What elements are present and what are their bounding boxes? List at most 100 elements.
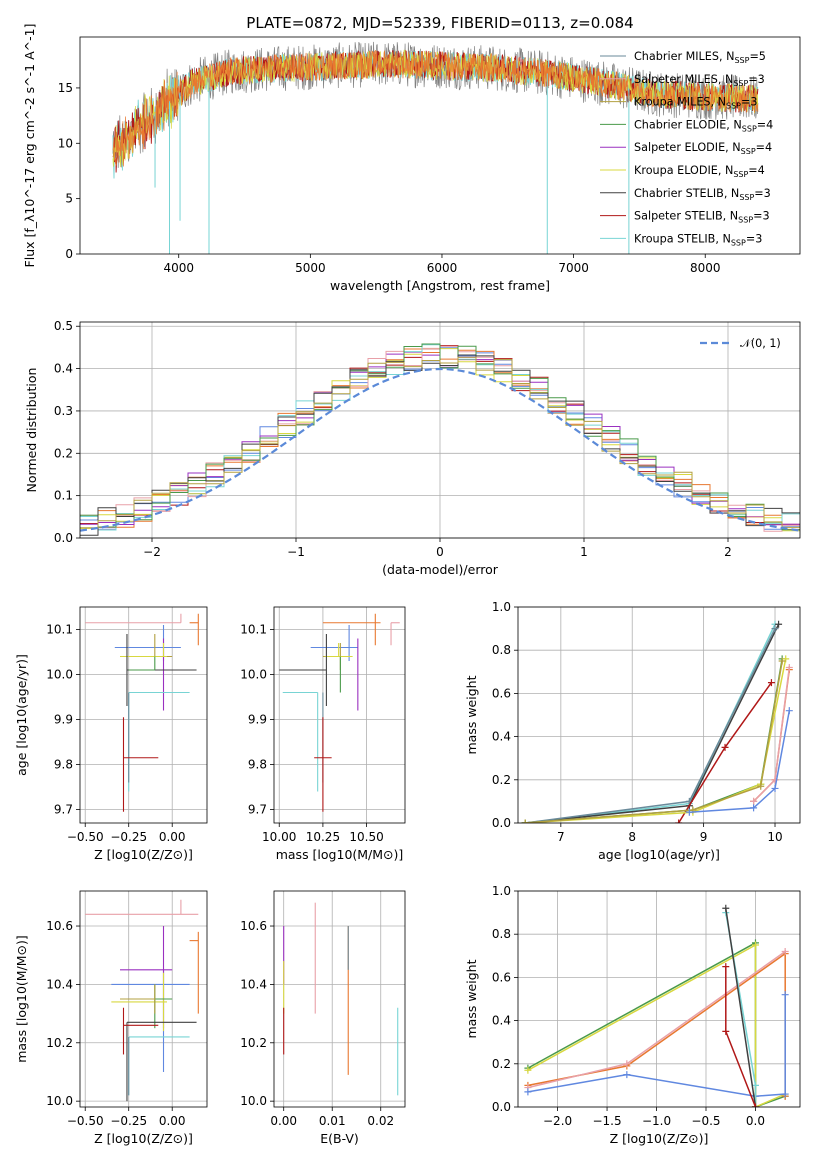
age_vs_Z-ylabel: age [log10(age/yr)]	[14, 654, 29, 776]
mass_vs_ebv-xtick-label: 0.02	[367, 1114, 394, 1128]
age_vs_mass-panel: 10.00 10.25 10.50 9.7 9.8 9.9 10.0 10.1 mass [lo…	[240, 606, 406, 862]
weight-marker	[675, 819, 683, 823]
weight_vs_Z-ytick-label: 0.0	[492, 1100, 511, 1114]
age_vs_Z-panel: −0.50 −0.25 0.00 9.7 9.8 9.9 10.0 10.1 Z [log10(…	[14, 606, 208, 862]
weight-marker	[757, 782, 765, 790]
mass_vs_Z-xtick-label: 0.00	[159, 1114, 186, 1128]
age_vs_mass-plot-area	[279, 613, 400, 812]
residuals-ytick-label: 0.5	[54, 319, 73, 333]
mass_vs_ebv-ytick-label: 10.4	[240, 977, 267, 991]
mass_vs_Z-panel: −0.50 −0.25 0.00 10.0 10.2 10.4 10.6 Z [log10(Z…	[14, 890, 208, 1146]
spectrum-series-line	[112, 49, 759, 168]
age_vs_Z-ytick-label: 9.7	[54, 803, 73, 817]
residuals-ytick-label: 0.3	[54, 404, 73, 418]
mass_vs_Z-plot-area	[85, 899, 199, 1102]
mass_vs_Z-ytick-label: 10.6	[46, 919, 73, 933]
age_vs_mass-ytick-label: 9.8	[248, 758, 267, 772]
weight-marker	[781, 1090, 789, 1098]
age_vs_Z-ytick-label: 10.0	[46, 668, 73, 682]
age_vs_mass-xtick-label: 10.00	[262, 830, 296, 844]
weight_vs_age-frame	[517, 606, 801, 824]
mass_vs_Z-xlabel: Z [log10(Z/Z⊙)]	[94, 1131, 193, 1146]
age_vs_Z-xlabel: Z [log10(Z/Z⊙)]	[94, 847, 193, 862]
age_vs_Z-xtick-label: −0.50	[67, 830, 104, 844]
weight-marker	[767, 679, 775, 687]
weight_vs_age-panel: 7 8 9 10 0.0 0.2 0.4 0.6 0.8 1.0 age [log10(age/yr…	[464, 600, 801, 862]
residuals-xtick-label: 2	[724, 545, 732, 559]
weight-marker	[722, 904, 730, 912]
weight_vs_Z-panel: −2.0 −1.5 −1.0 −0.5 0.0 0.0 0.2 0.4 0.6 0.8 1.0 Z […	[464, 884, 801, 1146]
weight-series-line	[725, 908, 757, 1107]
weight-series-line	[527, 943, 786, 1107]
age_vs_mass-ytick-label: 10.0	[240, 668, 267, 682]
mass_vs_ebv-ytick-label: 10.2	[240, 1036, 267, 1050]
weight_vs_Z-xtick-label: 0.0	[746, 1114, 765, 1128]
mass_vs_ebv-plot-area	[283, 902, 399, 1096]
mass_vs_ebv-panel: 0.00 0.01 0.02 10.0 10.2 10.4 10.6 E(B-V)	[240, 890, 406, 1146]
legend-entry: Chabrier STELIB, NSSP=3	[634, 187, 771, 202]
weight_vs_Z-xtick-label: −0.5	[691, 1114, 720, 1128]
weight_vs_age-xlabel: age [log10(age/yr)]	[598, 847, 720, 862]
weight-marker	[623, 1060, 631, 1068]
weight_vs_age-ylabel: mass weight	[464, 675, 479, 754]
weight-marker	[722, 1027, 730, 1035]
weight_vs_Z-ytick-label: 1.0	[492, 884, 511, 898]
residuals-ytick-label: 0.4	[54, 362, 73, 376]
weight-marker	[524, 1088, 532, 1096]
residuals-xlabel: (data-model)/error	[382, 562, 499, 577]
age_vs_Z-plot-area	[85, 613, 199, 812]
figure-title: PLATE=0872, MJD=52339, FIBERID=0113, z=0…	[246, 14, 633, 32]
weight-series-line	[753, 669, 791, 802]
age_vs_Z-xtick-label: 0.00	[159, 830, 186, 844]
weight-marker	[782, 655, 790, 663]
histogram-series	[80, 356, 800, 529]
weight-marker	[685, 808, 693, 816]
spectrum-ytick-label: 15	[58, 81, 73, 95]
mass_vs_ebv-ytick-label: 10.6	[240, 919, 267, 933]
mass_vs_ebv-xtick-label: 0.00	[270, 1114, 297, 1128]
residuals-xtick-label: −2	[143, 545, 161, 559]
weight_vs_Z-xtick-label: −2.0	[543, 1114, 572, 1128]
age_vs_mass-xtick-label: 10.50	[349, 830, 383, 844]
weight_vs_age-ytick-label: 0.0	[492, 816, 511, 830]
weight_vs_Z-plot-area	[524, 904, 789, 1107]
weight_vs_Z-ytick-label: 0.8	[492, 927, 511, 941]
weight-series-line	[725, 966, 757, 1107]
weight_vs_age-plot-area	[521, 620, 793, 823]
weight_vs_age-ytick-label: 0.4	[492, 730, 511, 744]
mass_vs_ebv-xlabel: E(B-V)	[320, 1131, 359, 1146]
age_vs_Z-frame	[79, 606, 208, 824]
weight-series-line	[753, 667, 791, 802]
normal-curve	[80, 367, 800, 532]
weight-marker	[750, 804, 758, 812]
residuals-ytick-label: 0.0	[54, 531, 73, 545]
weight-series-line	[525, 660, 783, 823]
weight-marker	[775, 620, 783, 628]
residuals-panel: −2 −1 0 1 2 0.0 0.1 0.2 0.3 0.4 0.5 (data-model)/er…	[24, 319, 801, 577]
weight_vs_Z-ytick-label: 0.2	[492, 1057, 511, 1071]
weight_vs_age-ytick-label: 0.2	[492, 773, 511, 787]
mass_vs_Z-frame	[79, 890, 208, 1108]
residuals-ylabel: Normed distribution	[24, 368, 39, 493]
weight_vs_Z-xlabel: Z [log10(Z/Z⊙)]	[610, 1131, 709, 1146]
residuals-ytick-label: 0.2	[54, 446, 73, 460]
spectrum-xtick-label: 8000	[690, 261, 721, 275]
weight_vs_age-xtick-label: 9	[700, 830, 708, 844]
spectrum-xlabel: wavelength [Angstrom, rest frame]	[330, 278, 550, 293]
weight_vs_age-ytick-label: 1.0	[492, 600, 511, 614]
spectrum-ytick-label: 5	[65, 192, 73, 206]
legend-entry: 𝒩(0, 1)	[740, 337, 781, 350]
age_vs_Z-xtick-label: −0.25	[110, 830, 147, 844]
mass_vs_Z-xtick-label: −0.50	[67, 1114, 104, 1128]
weight_vs_age-xtick-label: 7	[557, 830, 565, 844]
legend-entry: Salpeter MILES, NSSP=3	[634, 73, 765, 88]
mass_vs_ebv-frame	[273, 890, 406, 1108]
weight-marker	[751, 941, 759, 949]
weight_vs_age-xtick-label: 8	[628, 830, 636, 844]
mass_vs_Z-ytick-label: 10.0	[46, 1094, 73, 1108]
weight-series-line	[525, 658, 783, 823]
mass_vs_ebv-ytick-label: 10.0	[240, 1094, 267, 1108]
spectrum-xtick-label: 7000	[558, 261, 589, 275]
spectrum-panel: 4000 5000 6000 7000 8000 0 5 10 15 wavelength [An…	[22, 24, 801, 293]
